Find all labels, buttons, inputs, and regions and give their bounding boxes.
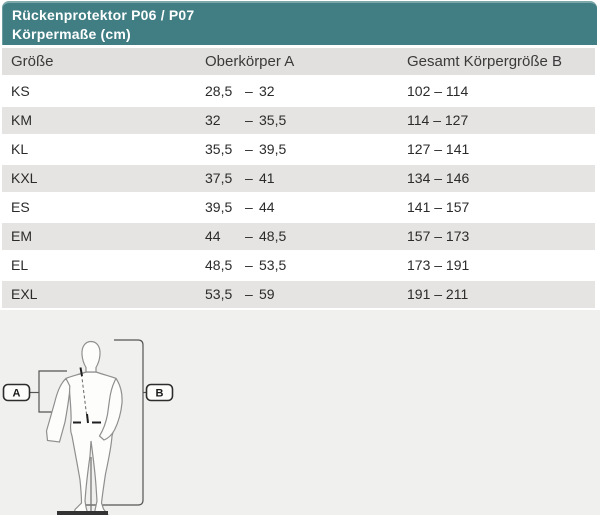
table-row: KM 32 – 35,5 114 – 127: [2, 107, 595, 134]
size-cell: EXL: [11, 286, 38, 302]
table-row: EXL 53,5 – 59 191 – 211: [2, 281, 595, 308]
range-dash: –: [245, 286, 253, 302]
table-header-row: Größe Oberkörper A Gesamt Körpergröße B: [2, 48, 595, 75]
range-dash: –: [245, 83, 253, 99]
size-cell: KM: [11, 112, 32, 128]
table-row: EM 44 – 48,5 157 – 173: [2, 223, 595, 250]
spine-dashed-line: [81, 373, 88, 419]
product-title: Rückenprotektor P06 / P07: [12, 7, 195, 23]
table-row: EL 48,5 – 53,5 173 – 191: [2, 252, 595, 279]
range-dash: –: [245, 199, 253, 215]
table-body: KS 28,5 – 32 102 – 114 KM 32 – 35,5 114 …: [2, 78, 595, 308]
range-from: 48,5: [205, 257, 233, 273]
body-height-range-cell: 114 – 127: [407, 112, 469, 128]
figure-right-arm: [98, 377, 123, 441]
size-cell: KL: [11, 141, 29, 157]
figure-left-arm: [45, 377, 71, 443]
table-row: KXL 37,5 – 41 134 – 146: [2, 165, 595, 192]
col-header-body-height: Gesamt Körpergröße B: [407, 53, 563, 70]
label-a-box: A: [2, 383, 31, 402]
range-to: 59: [259, 286, 275, 302]
range-from: 44: [205, 228, 221, 244]
body-height-range-cell: 127 – 141: [407, 141, 470, 157]
range-to: 48,5: [259, 228, 287, 244]
upper-body-range-cell: 39,5 – 44: [205, 194, 407, 221]
range-from: 53,5: [205, 286, 233, 302]
measurements-subtitle: Körpermaße (cm): [12, 26, 131, 42]
bracket-b: [86, 339, 144, 506]
body-height-range-cell: 141 – 157: [407, 199, 470, 215]
body-height-range-cell: 134 – 146: [407, 170, 470, 186]
table-row: KS 28,5 – 32 102 – 114: [2, 78, 595, 105]
bracket-a: [38, 370, 67, 413]
size-cell: ES: [11, 199, 30, 215]
range-to: 44: [259, 199, 275, 215]
size-table: Größe Oberkörper A Gesamt Körpergröße B …: [2, 48, 595, 308]
range-dash: –: [245, 112, 253, 128]
chart-header: Rückenprotektor P06 / P07 Körpermaße (cm…: [2, 1, 597, 45]
measurement-diagram: A B: [0, 310, 600, 515]
upper-body-range-cell: 37,5 – 41: [205, 165, 407, 192]
label-b-box: B: [145, 383, 174, 402]
range-from: 37,5: [205, 170, 233, 186]
upper-body-range-cell: 32 – 35,5: [205, 107, 407, 134]
upper-body-range-cell: 35,5 – 39,5: [205, 136, 407, 163]
feet-baseline: [57, 511, 108, 515]
upper-body-range-cell: 53,5 – 59: [205, 281, 407, 308]
range-from: 32: [205, 112, 221, 128]
col-header-upper-body: Oberkörper A: [205, 53, 295, 70]
range-dash: –: [245, 257, 253, 273]
range-to: 41: [259, 170, 275, 186]
range-to: 35,5: [259, 112, 287, 128]
table-row: ES 39,5 – 44 141 – 157: [2, 194, 595, 221]
label-b-text: B: [156, 388, 164, 400]
figure-head: [81, 340, 101, 373]
range-dash: –: [245, 141, 253, 157]
size-cell: EL: [11, 257, 29, 273]
size-cell: KXL: [11, 170, 38, 186]
body-height-range-cell: 173 – 191: [407, 257, 470, 273]
upper-body-range-cell: 44 – 48,5: [205, 223, 407, 250]
col-header-size: Größe: [11, 53, 54, 70]
range-from: 39,5: [205, 199, 233, 215]
range-dash: –: [245, 228, 253, 244]
range-dash: –: [245, 170, 253, 186]
body-figure-svg: A B: [2, 339, 174, 515]
range-from: 28,5: [205, 83, 233, 99]
body-height-range-cell: 191 – 211: [407, 286, 469, 302]
label-a-text: A: [13, 388, 21, 400]
size-cell: KS: [11, 83, 30, 99]
body-height-range-cell: 102 – 114: [407, 83, 469, 99]
range-to: 53,5: [259, 257, 287, 273]
upper-body-range-cell: 28,5 – 32: [205, 78, 407, 105]
size-cell: EM: [11, 228, 32, 244]
upper-body-range-cell: 48,5 – 53,5: [205, 252, 407, 279]
range-to: 39,5: [259, 141, 287, 157]
body-height-range-cell: 157 – 173: [407, 228, 470, 244]
spine-bottom-tick: [86, 413, 89, 424]
range-from: 35,5: [205, 141, 233, 157]
spine-top-tick: [79, 367, 83, 377]
range-to: 32: [259, 83, 275, 99]
table-row: KL 35,5 – 39,5 127 – 141: [2, 136, 595, 163]
